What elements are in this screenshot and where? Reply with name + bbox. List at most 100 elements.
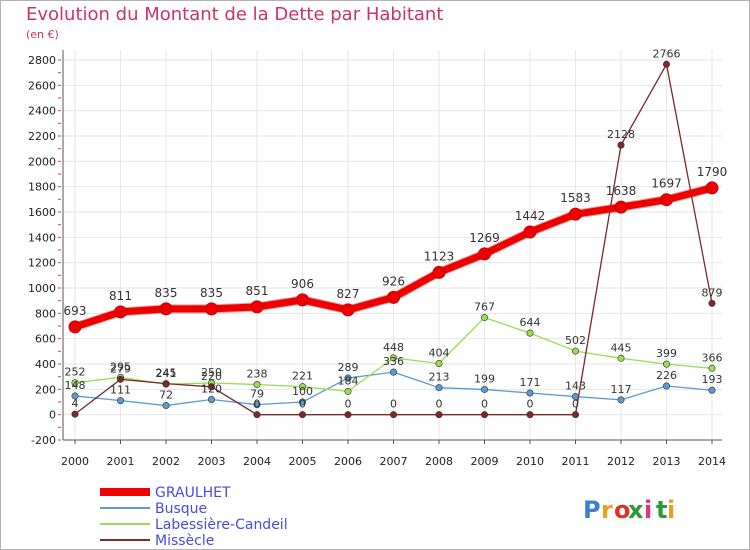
x-tick-label: 2001 (107, 455, 135, 468)
y-tick-label: 1000 (28, 282, 56, 295)
data-label: 193 (702, 373, 723, 386)
data-label: 366 (702, 351, 723, 364)
data-label: 0 (345, 398, 352, 411)
logo-letter: t (656, 496, 667, 524)
data-label: 336 (383, 355, 404, 368)
legend-label: Missècle (155, 533, 214, 549)
data-label: 767 (474, 301, 495, 314)
data-label: 399 (656, 347, 677, 360)
data-point (71, 392, 79, 400)
data-point (253, 381, 261, 389)
data-label: 827 (337, 287, 360, 301)
data-point (389, 411, 397, 419)
series-lines (68, 60, 719, 419)
data-label: 448 (383, 341, 404, 354)
data-labels: 148 111 72 120 79 100 289 336 213 199 171 143 117 226… (64, 47, 728, 410)
data-point (662, 360, 670, 368)
grid (63, 50, 722, 441)
data-label: 79 (250, 388, 264, 401)
data-point (614, 200, 628, 214)
data-label: 184 (338, 374, 359, 387)
x-tick-label: 2007 (380, 455, 408, 468)
y-tick-label: 800 (35, 307, 56, 320)
data-label: 120 (201, 382, 222, 395)
data-label: 693 (64, 304, 87, 318)
legend-label: GRAULHET (155, 485, 231, 501)
data-label: 213 (429, 371, 450, 384)
data-point (432, 265, 446, 279)
legend-label: Busque (155, 501, 207, 517)
data-label: 111 (110, 384, 131, 397)
x-tick-label: 2009 (471, 455, 499, 468)
x-tick-label: 2006 (334, 455, 362, 468)
logo-letter: r (601, 496, 613, 524)
data-point (253, 411, 261, 419)
data-label: 1269 (469, 231, 500, 245)
data-point (114, 305, 127, 319)
y-tick-label: 2000 (28, 155, 56, 168)
data-label: 644 (520, 316, 541, 329)
data-label: 502 (565, 334, 586, 347)
y-tick-label: 0 (49, 409, 56, 422)
data-point (71, 379, 79, 387)
y-tick-label: 1600 (28, 206, 56, 219)
data-point (341, 303, 355, 317)
data-label: 906 (291, 277, 314, 291)
data-label: 445 (611, 341, 632, 354)
data-label: 1697 (651, 177, 682, 191)
x-tick-label: 2012 (607, 455, 635, 468)
data-label: 0 (436, 398, 443, 411)
data-point (708, 386, 716, 394)
x-tick-label: 2002 (152, 455, 180, 468)
data-label: 199 (474, 372, 495, 385)
data-label: 2128 (607, 128, 635, 141)
data-label: 143 (565, 380, 586, 393)
data-label: 851 (246, 284, 269, 298)
data-point (117, 397, 125, 405)
data-point (208, 383, 216, 391)
data-label: 0 (481, 398, 488, 411)
y-tick-label: -200 (31, 434, 56, 447)
data-point (480, 314, 488, 322)
y-tick-label: 1800 (28, 181, 56, 194)
data-label: 295 (110, 360, 131, 373)
logo-letter: o (614, 496, 631, 524)
y-tick-label: 2200 (28, 130, 56, 143)
x-tick-label: 2013 (653, 455, 681, 468)
data-point (205, 302, 218, 316)
data-label: 221 (292, 370, 313, 383)
data-point (389, 354, 397, 362)
data-label: 117 (611, 383, 632, 396)
data-label: 72 (159, 389, 173, 402)
data-point (705, 181, 719, 195)
legend-label: Labessière-Candeil (155, 517, 288, 533)
data-label: 245 (156, 367, 177, 380)
y-tick-label: 400 (35, 358, 56, 371)
x-tick-label: 2003 (198, 455, 226, 468)
data-label: 0 (299, 398, 306, 411)
data-label: 1790 (697, 165, 728, 179)
data-label: 148 (65, 379, 86, 392)
data-point (478, 247, 491, 261)
data-label: 404 (429, 346, 450, 359)
data-point (298, 398, 306, 406)
data-label: 1123 (424, 249, 455, 263)
data-label: 926 (382, 274, 405, 288)
data-label: 289 (338, 361, 359, 374)
data-point (344, 374, 352, 382)
data-label: 0 (390, 398, 397, 411)
data-point (296, 293, 309, 307)
data-point (571, 411, 579, 419)
axes: -200020040060080010001200140016001800200… (28, 50, 726, 468)
y-tick-label: 200 (35, 383, 56, 396)
data-point (708, 299, 716, 307)
y-tick-label: 2800 (28, 54, 56, 67)
data-point (523, 225, 537, 239)
data-label: 0 (572, 398, 579, 411)
y-tick-label: 2400 (28, 105, 56, 118)
chart-subtitle: (en €) (26, 28, 59, 41)
data-label: 4 (72, 397, 79, 410)
